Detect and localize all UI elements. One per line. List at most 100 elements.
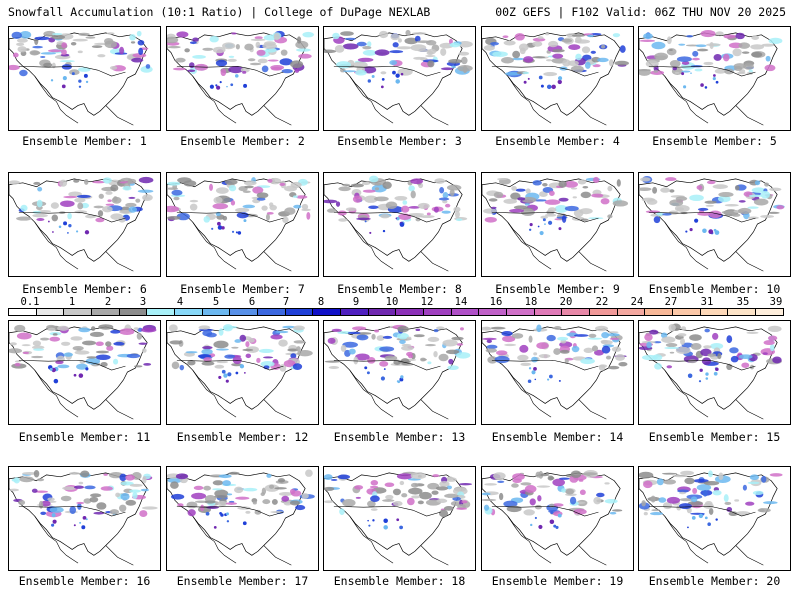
snow-area bbox=[202, 346, 213, 350]
snow-area bbox=[384, 355, 398, 362]
snow-area bbox=[267, 59, 279, 62]
snow-area bbox=[552, 503, 564, 507]
snow-area bbox=[245, 341, 250, 348]
snow-area bbox=[293, 195, 298, 198]
snow-area bbox=[536, 324, 542, 333]
snow-area bbox=[639, 177, 651, 182]
snow-area bbox=[82, 515, 87, 520]
snow-area bbox=[503, 198, 518, 204]
snow-area bbox=[433, 329, 439, 333]
snow-area bbox=[380, 85, 384, 89]
snow-area bbox=[128, 206, 138, 213]
snow-area bbox=[689, 334, 702, 341]
snow-area bbox=[142, 194, 153, 202]
snow-area bbox=[397, 380, 401, 384]
snow-area bbox=[395, 73, 400, 78]
boundary-line bbox=[507, 515, 552, 564]
snow-area bbox=[128, 196, 136, 199]
snow-area bbox=[651, 41, 666, 50]
snow-area bbox=[705, 204, 715, 207]
snow-area bbox=[442, 192, 449, 199]
snow-area bbox=[212, 480, 224, 486]
snow-area bbox=[398, 38, 402, 43]
snow-area bbox=[212, 488, 223, 491]
snow-area bbox=[401, 493, 408, 498]
snow-area bbox=[47, 497, 55, 502]
snow-area bbox=[591, 193, 604, 198]
snow-area bbox=[324, 360, 341, 363]
snow-area bbox=[444, 493, 459, 498]
snow-area bbox=[558, 197, 569, 202]
ensemble-member-label: Ensemble Member: 14 bbox=[491, 430, 624, 444]
snow-area bbox=[356, 41, 367, 47]
snow-area bbox=[653, 216, 661, 224]
snow-area bbox=[724, 68, 734, 75]
snow-area bbox=[104, 37, 114, 45]
snow-area bbox=[209, 35, 219, 43]
snow-area bbox=[169, 324, 178, 332]
snow-area bbox=[266, 212, 274, 215]
snow-area bbox=[235, 231, 238, 234]
snow-area bbox=[396, 473, 413, 480]
snow-area bbox=[459, 327, 464, 331]
snow-area bbox=[697, 207, 709, 211]
snow-area bbox=[726, 507, 733, 512]
snow-area bbox=[497, 178, 508, 181]
snow-area bbox=[340, 344, 347, 352]
snow-area bbox=[31, 488, 38, 493]
colorbar-label: 12 bbox=[420, 296, 434, 308]
snow-area bbox=[708, 229, 714, 235]
boundary-line bbox=[735, 105, 764, 126]
snow-area bbox=[32, 213, 48, 218]
snow-area bbox=[306, 211, 311, 220]
snow-area bbox=[702, 228, 707, 234]
snow-area bbox=[209, 183, 213, 191]
boundary-line bbox=[333, 211, 441, 223]
snow-area bbox=[582, 472, 598, 476]
ensemble-map-panel bbox=[166, 466, 319, 571]
ensemble-map-panel bbox=[323, 172, 476, 277]
snow-area bbox=[171, 189, 183, 196]
snow-area bbox=[519, 344, 529, 353]
snow-area bbox=[558, 379, 561, 382]
snow-area bbox=[9, 64, 20, 71]
snow-area bbox=[543, 72, 558, 77]
snow-area bbox=[110, 184, 119, 192]
snow-area bbox=[728, 511, 738, 517]
snow-area bbox=[417, 49, 431, 53]
snow-area bbox=[278, 339, 288, 347]
snow-area bbox=[692, 487, 698, 494]
snow-area bbox=[40, 511, 47, 515]
snow-area bbox=[580, 191, 592, 199]
snow-area bbox=[221, 369, 226, 374]
snow-area bbox=[239, 334, 247, 342]
snow-area bbox=[434, 178, 446, 184]
snow-area bbox=[383, 525, 388, 530]
snow-area bbox=[256, 357, 261, 363]
snow-area bbox=[650, 495, 656, 503]
snow-area bbox=[234, 339, 242, 343]
snow-area bbox=[331, 328, 342, 332]
snow-area bbox=[413, 334, 425, 338]
snow-area bbox=[529, 223, 533, 227]
snow-area bbox=[362, 49, 377, 56]
snow-area bbox=[597, 57, 609, 63]
snow-area bbox=[265, 47, 277, 53]
snow-area bbox=[215, 59, 228, 67]
snow-area bbox=[704, 86, 708, 89]
ensemble-member-label: Ensemble Member: 12 bbox=[176, 430, 309, 444]
snow-area bbox=[715, 518, 718, 521]
snow-area bbox=[57, 325, 69, 331]
boundary-line bbox=[192, 515, 237, 564]
boundary-line bbox=[735, 399, 764, 420]
ensemble-map-panel bbox=[166, 172, 319, 277]
snow-area bbox=[741, 362, 750, 368]
snow-area bbox=[256, 197, 266, 201]
snow-area bbox=[408, 487, 423, 495]
snow-area bbox=[539, 230, 544, 236]
snowfall-map bbox=[482, 470, 623, 566]
snow-area bbox=[448, 58, 463, 64]
colorbar-labels: 0.1 1 2 3 4 5 6 7 8 9 10 12 14 16 18 20 22 24 27 31 35 39 bbox=[8, 296, 784, 308]
ensemble-member-label: Ensemble Member: 8 bbox=[337, 282, 462, 296]
snow-area bbox=[213, 196, 223, 204]
